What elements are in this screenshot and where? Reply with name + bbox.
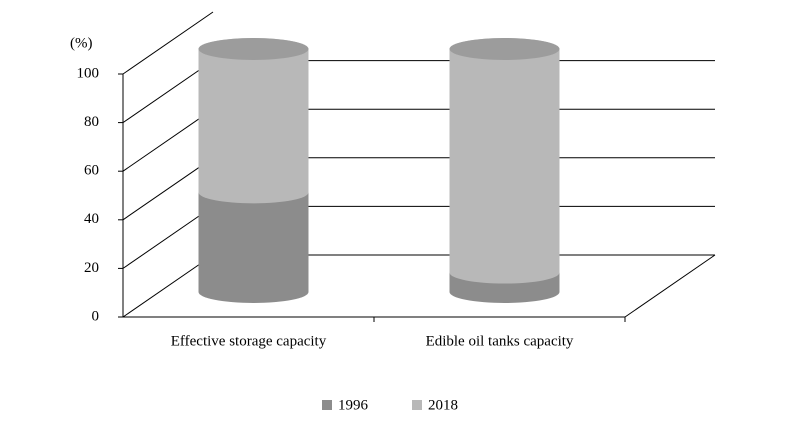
y-tick-label: 100	[77, 65, 100, 81]
cylinder-segment	[449, 38, 560, 284]
grid-line	[122, 108, 214, 172]
x-tick-label: Edible oil tanks capacity	[426, 333, 574, 349]
y-tick-label: 0	[92, 308, 100, 324]
y-tick-label: 20	[84, 260, 99, 276]
floor-edge	[624, 254, 716, 318]
grid-line	[122, 205, 214, 269]
legend-label: 1996	[338, 397, 369, 413]
x-tick-label: Effective storage capacity	[171, 333, 327, 349]
y-tick-label: 40	[84, 211, 99, 227]
y-tick-label: 80	[84, 114, 99, 130]
legend-swatch	[412, 400, 422, 410]
grid-line	[122, 11, 214, 75]
y-axis-label: (%)	[70, 35, 93, 51]
legend-label: 2018	[428, 397, 458, 413]
legend-swatch	[322, 400, 332, 410]
cylinder-top	[198, 38, 309, 60]
grid-line	[122, 60, 214, 124]
grid-line	[122, 157, 214, 221]
y-tick-label: 60	[84, 163, 99, 179]
cylinder-segment	[198, 181, 309, 303]
cylinder-segment	[198, 38, 309, 204]
grid-line	[122, 254, 214, 318]
cylinder-top	[449, 38, 560, 60]
